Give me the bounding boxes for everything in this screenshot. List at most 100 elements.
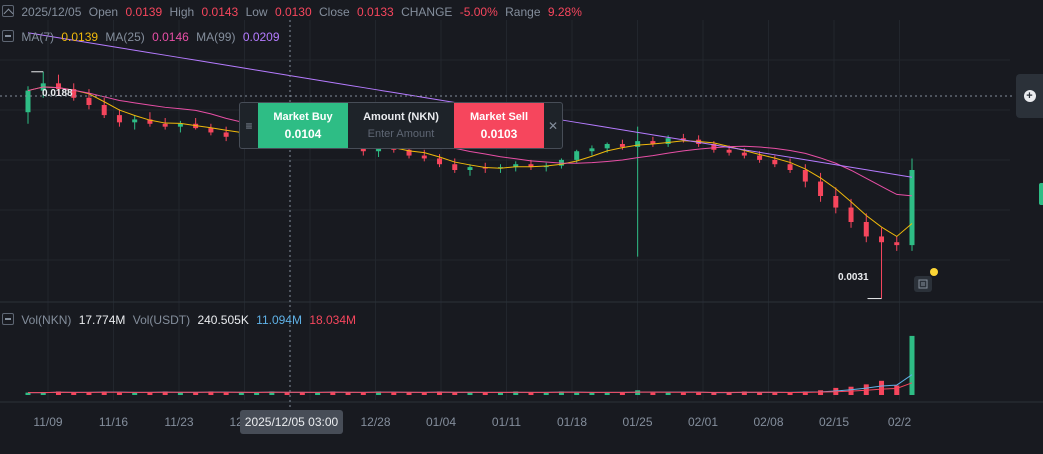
volume-bar [25, 392, 31, 395]
volume-bar [909, 335, 915, 395]
volume-bar [299, 392, 305, 395]
ma7-label: MA(7) [21, 30, 55, 44]
volume-bar [558, 391, 564, 395]
volume-bar [208, 391, 214, 395]
candle-body [25, 90, 31, 113]
candle-body [86, 97, 92, 105]
close-value: 0.0133 [357, 5, 394, 19]
open-value: 0.0139 [125, 5, 163, 19]
amount-input[interactable] [351, 126, 451, 141]
volume-bar [162, 391, 168, 395]
candle-body [589, 148, 595, 152]
market-buy-button[interactable]: Market Buy 0.0104 [258, 103, 348, 148]
x-tick-label: 12/28 [360, 415, 390, 429]
ma7-line [27, 86, 913, 238]
candle-body [619, 144, 625, 147]
candle-body [802, 170, 808, 182]
x-tick-label: 01/11 [492, 415, 521, 429]
volume-ma2-line [28, 382, 913, 394]
volume-bar [543, 392, 549, 395]
candle-body [757, 155, 763, 160]
x-tick-label: 02/15 [819, 415, 849, 429]
ma7-value: 0.0139 [61, 30, 99, 44]
candle-body [863, 222, 869, 237]
candle-body [132, 119, 138, 123]
collapse-vol-icon[interactable] [2, 313, 14, 325]
candle-body [437, 158, 443, 165]
volume-bar [421, 392, 427, 395]
volume-bar [116, 392, 122, 395]
notes-icon[interactable] [914, 276, 932, 292]
volume-bar [147, 392, 153, 395]
candle-body [894, 242, 900, 246]
candle-body [879, 236, 885, 243]
vol-ma1-value: 11.094M [256, 313, 302, 327]
range-value: 9.28% [547, 5, 582, 19]
ma-legend: MA(7) 0.0139 MA(25) 0.0146 MA(99) 0.0209 [2, 28, 284, 46]
candle-body [177, 123, 183, 127]
vol-usdt-value: 240.505K [197, 313, 249, 327]
change-label: CHANGE [401, 5, 453, 19]
low-marker-label: 0.0031 [838, 272, 869, 283]
x-tick-label: 01/25 [622, 415, 652, 429]
ma99-value: 0.0209 [242, 30, 280, 44]
add-panel-button[interactable]: + [1016, 74, 1043, 118]
change-value: -5.00% [459, 5, 498, 19]
market-sell-price: 0.0103 [480, 126, 518, 141]
candle-body [513, 164, 519, 168]
volume-bar [894, 385, 900, 395]
candle-body [162, 123, 168, 127]
x-tick-label: 01/18 [557, 415, 587, 429]
low-label: Low [245, 5, 268, 19]
market-sell-button[interactable]: Market Sell 0.0103 [454, 103, 544, 148]
volume-ma1-line [28, 374, 913, 394]
x-tick-label: 02/01 [688, 415, 718, 429]
plus-icon: + [1023, 90, 1036, 102]
x-tick-label: 11/16 [99, 415, 128, 429]
x-tick-label: 02/08 [753, 415, 783, 429]
vol-nkn-value: 17.774M [78, 313, 126, 327]
candle-body [848, 207, 854, 222]
volume-bar [696, 392, 702, 395]
candle-body [55, 83, 61, 90]
collapse-icon[interactable] [2, 5, 14, 17]
candle-body [833, 196, 839, 208]
volume-bar [650, 392, 656, 395]
candle-body [223, 132, 229, 137]
volume-bar [55, 391, 61, 395]
volume-bar [787, 392, 793, 395]
x-tick-label: 01/04 [426, 415, 456, 429]
ma99-label: MA(99) [196, 30, 236, 44]
volume-bar [711, 392, 717, 395]
x-tick-label: 02/2 [888, 415, 912, 429]
volume-bar [589, 392, 595, 395]
candle-body [650, 141, 656, 144]
volume-bar [238, 392, 244, 395]
volume-bar [101, 391, 107, 395]
volume-bar [391, 392, 397, 395]
candle-body [147, 119, 153, 124]
volume-bar [315, 392, 321, 395]
low-value: 0.0130 [274, 5, 312, 19]
candle-body [406, 149, 412, 156]
x-tick-label: 11/09 [33, 415, 62, 429]
volume-bar [269, 391, 275, 395]
candle-body [574, 151, 580, 160]
collapse-ma-icon[interactable] [2, 30, 14, 42]
high-value: 0.0143 [201, 5, 239, 19]
drag-handle-icon[interactable]: ≡ [245, 118, 253, 133]
volume-bar [619, 392, 625, 395]
volume-bar [482, 392, 488, 395]
candle-body [376, 146, 382, 152]
market-sell-label: Market Sell [469, 110, 529, 123]
volume-bar [330, 391, 336, 395]
volume-bar [177, 392, 183, 395]
volume-bar [86, 392, 92, 395]
close-icon[interactable]: ✕ [547, 118, 559, 133]
candle-body [452, 164, 458, 170]
volume-bar [467, 392, 473, 395]
vol-nkn-label: Vol(NKN) [21, 313, 72, 327]
volume-bar [604, 392, 610, 395]
